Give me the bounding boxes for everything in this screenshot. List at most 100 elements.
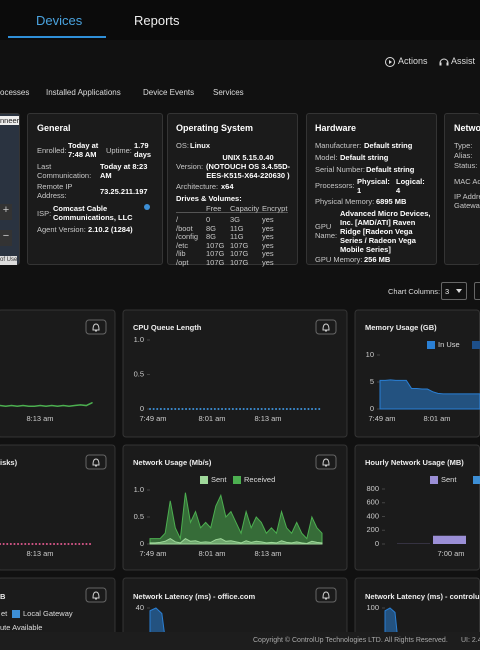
table-cell: / bbox=[176, 215, 179, 224]
table-header: Encrypt bbox=[262, 204, 288, 213]
table-cell: yes bbox=[262, 249, 274, 259]
y-tick-label: 0 bbox=[140, 404, 144, 413]
label: Remote IP Address: bbox=[37, 182, 73, 200]
table-cell: yes bbox=[262, 240, 274, 250]
y-tick-label: 0 bbox=[140, 539, 144, 548]
button[interactable] bbox=[474, 282, 480, 300]
sub-tab[interactable]: ocesses bbox=[0, 88, 30, 97]
legend-swatch bbox=[12, 610, 20, 618]
legend-swatch bbox=[472, 341, 480, 349]
label: MAC Ac bbox=[454, 177, 480, 186]
bell-icon bbox=[322, 323, 330, 332]
value: UNIX 5.15.0.40 (NOTOUCH OS 3.4.55D-EES-K… bbox=[205, 153, 291, 180]
alert-button[interactable] bbox=[315, 454, 337, 470]
alert-button[interactable] bbox=[85, 454, 107, 470]
label: ISP: bbox=[37, 209, 52, 218]
table-cell: 107G bbox=[230, 258, 249, 267]
alert-button[interactable] bbox=[315, 319, 337, 335]
legend-swatch bbox=[473, 476, 480, 484]
chart-card bbox=[0, 444, 116, 571]
alert-button[interactable] bbox=[85, 319, 107, 335]
bell-icon bbox=[92, 458, 100, 467]
table-cell: 107G bbox=[206, 258, 225, 267]
chart-title: Hourly Network Usage (MB) bbox=[365, 458, 464, 467]
chart-note: ute Available bbox=[0, 623, 42, 632]
info-icon[interactable] bbox=[144, 204, 150, 210]
x-tick-label: 8:13 am bbox=[254, 414, 281, 423]
y-tick-label: 5 bbox=[370, 377, 374, 386]
chart-columns-label: Chart Columns: bbox=[388, 287, 441, 296]
x-tick-label: 8:13 am bbox=[254, 549, 281, 558]
zoom-out[interactable]: − bbox=[0, 230, 12, 246]
select-value: 3 bbox=[445, 287, 450, 296]
os-card bbox=[167, 113, 298, 265]
table-cell: /opt bbox=[176, 258, 189, 267]
table-header: Capacity bbox=[230, 204, 260, 213]
y-tick-label: 0.5 bbox=[134, 369, 144, 378]
sub-tab[interactable]: Device Events bbox=[143, 88, 195, 97]
label: Architecture: bbox=[176, 182, 219, 191]
value: Default string bbox=[340, 153, 389, 162]
legend-swatch bbox=[427, 341, 435, 349]
x-tick-label: 8:13 am bbox=[26, 414, 53, 423]
y-tick-label: 10 bbox=[366, 350, 374, 359]
value: Today at 7:48 AM bbox=[68, 141, 99, 159]
value: Logical: 4 bbox=[396, 177, 425, 195]
assist-icon bbox=[439, 58, 449, 66]
legend-swatch bbox=[233, 476, 241, 484]
actions-button[interactable]: Actions bbox=[398, 56, 428, 66]
table-cell: yes bbox=[262, 258, 274, 267]
label: Last Communication: bbox=[37, 162, 92, 180]
y-tick-label: 0 bbox=[370, 404, 374, 413]
chart-title: isks) bbox=[0, 458, 18, 467]
card-title: Netwo bbox=[454, 123, 480, 133]
chart-card bbox=[122, 309, 348, 438]
label: Status: bbox=[454, 161, 478, 170]
card-title: General bbox=[37, 123, 71, 133]
general-card bbox=[27, 113, 163, 265]
value: 1.79 days bbox=[134, 141, 152, 159]
table-cell: 107G bbox=[206, 249, 225, 259]
alert-button[interactable] bbox=[85, 587, 107, 603]
y-tick-label: 0.5 bbox=[134, 512, 144, 521]
chart-columns-select[interactable] bbox=[441, 282, 467, 300]
map-terms: of Use bbox=[0, 256, 18, 265]
sub-tab[interactable]: Installed Applications bbox=[46, 88, 121, 97]
copyright: Copyright © ControlUp Technologies LTD. … bbox=[253, 637, 448, 644]
bar bbox=[433, 535, 466, 544]
y-tick-label: 800 bbox=[366, 484, 379, 493]
label: IP Addre bbox=[454, 192, 480, 201]
table-cell: 107G bbox=[230, 240, 249, 250]
value: Today at 8:23 AM bbox=[100, 162, 148, 180]
table-cell: yes bbox=[262, 215, 274, 224]
tab[interactable]: Devices bbox=[36, 13, 83, 28]
x-tick-label: 8:01 am bbox=[198, 414, 225, 423]
area-series bbox=[149, 492, 323, 545]
assist-button[interactable]: Assist bbox=[451, 56, 476, 66]
value: Default string bbox=[366, 165, 415, 174]
zoom-in[interactable]: + bbox=[0, 204, 12, 220]
drives-title: Drives & Volumes: bbox=[176, 194, 242, 203]
legend-label: et bbox=[1, 609, 8, 618]
label: GPU Name: bbox=[315, 222, 338, 240]
label: Physical Memory: bbox=[315, 197, 375, 206]
card-title: Operating System bbox=[176, 123, 254, 133]
label: Manufacturer: bbox=[315, 141, 362, 150]
tab[interactable]: Reports bbox=[134, 13, 180, 28]
value: x64 bbox=[221, 182, 234, 191]
x-tick-label: 7:49 am bbox=[368, 414, 395, 423]
chart-card bbox=[0, 309, 116, 438]
x-tick-label: 7:00 am bbox=[437, 549, 464, 558]
alert-button[interactable] bbox=[315, 587, 337, 603]
chart-title: Network Latency (ms) - office.com bbox=[133, 592, 255, 601]
sub-tab[interactable]: Services bbox=[213, 88, 244, 97]
value: 256 MB bbox=[364, 255, 391, 264]
label: Alias: bbox=[454, 151, 473, 160]
top-bar bbox=[0, 0, 480, 40]
value: Physical: 1 bbox=[357, 177, 390, 195]
table-cell: yes bbox=[262, 223, 274, 233]
chart-title: Memory Usage (GB) bbox=[365, 323, 437, 332]
legend-label: Received bbox=[244, 475, 275, 484]
chart-title: B bbox=[0, 592, 6, 601]
x-tick-label: 8:13 am bbox=[26, 549, 53, 558]
